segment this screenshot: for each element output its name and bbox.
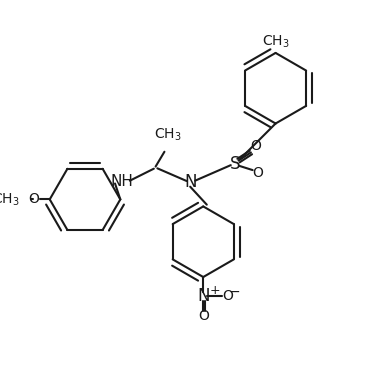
Text: CH$_3$: CH$_3$ [0,191,20,208]
Text: O: O [28,192,39,206]
Text: O: O [252,166,263,180]
Text: N: N [185,173,197,191]
Text: N: N [197,287,210,305]
Text: +: + [210,284,220,297]
Text: CH$_3$: CH$_3$ [262,34,290,50]
Text: O: O [222,290,233,304]
Text: O: O [251,139,262,153]
Text: NH: NH [111,174,134,189]
Text: O: O [198,309,209,323]
Text: CH$_3$: CH$_3$ [154,127,182,143]
Text: −: − [229,284,240,298]
Text: S: S [230,155,240,173]
